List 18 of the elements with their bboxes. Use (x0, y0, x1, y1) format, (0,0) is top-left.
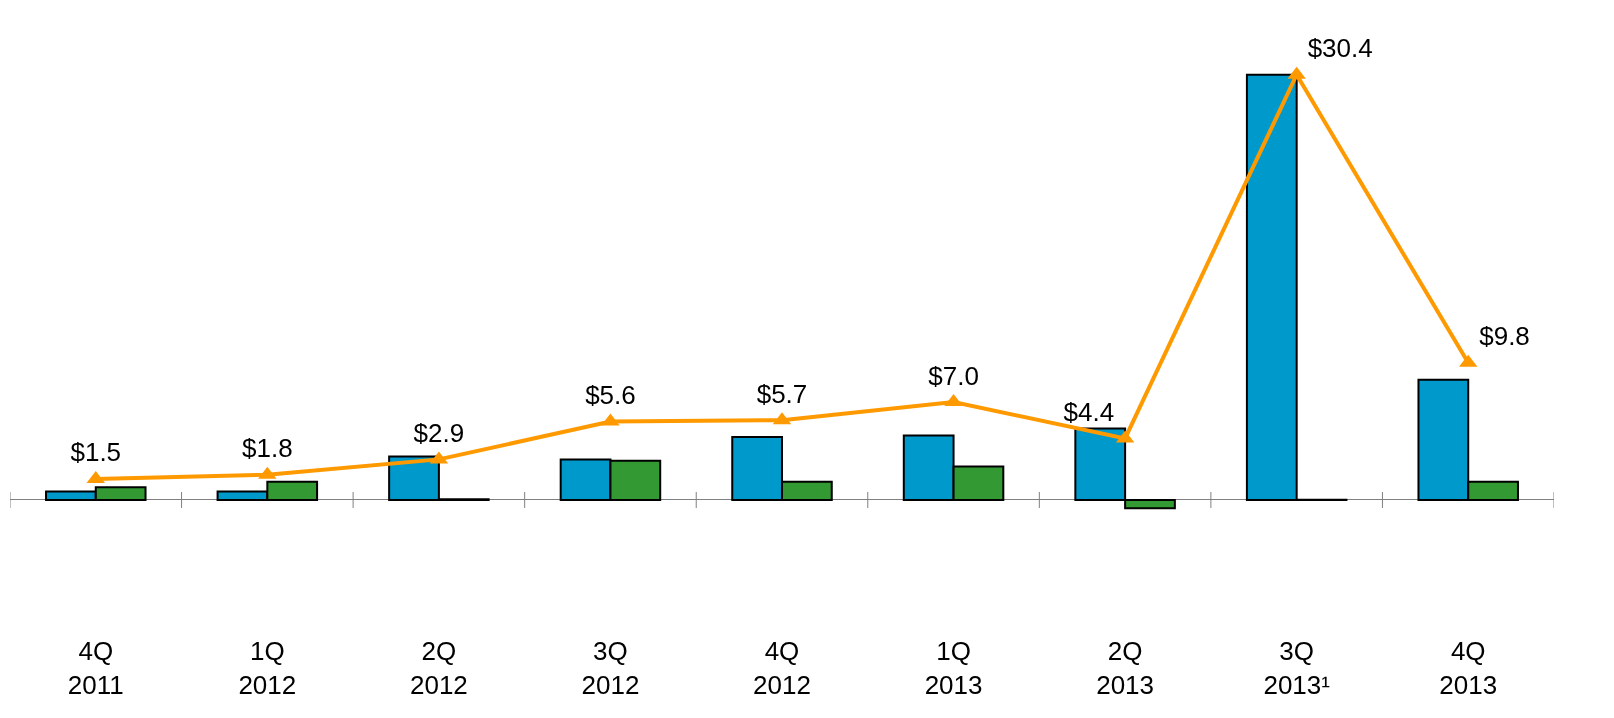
data-label: $9.8 (1479, 321, 1530, 352)
data-label: $4.4 (1063, 396, 1115, 427)
x-tick-label: 2Q 2013 (1096, 636, 1155, 700)
data-label: $7.0 (928, 360, 979, 391)
data-label: $30.4 (1307, 33, 1373, 64)
x-tick-label: 4Q 2011 (67, 636, 124, 700)
data-label: $1.8 (242, 433, 293, 464)
data-label: $1.5 (70, 437, 122, 468)
x-tick-label: 4Q 2012 (753, 636, 811, 700)
data-label: $2.9 (413, 417, 465, 448)
x-tick-label: 3Q 2013¹ (1263, 636, 1331, 700)
data-label: $5.7 (756, 378, 808, 409)
x-tick-label: 1Q 2012 (238, 636, 297, 700)
data-label: $5.6 (585, 380, 636, 411)
x-tick-label: 4Q 2013 (1439, 636, 1498, 700)
x-tick-label: 2Q 2012 (409, 636, 468, 700)
x-tick-label: 1Q 2013 (924, 636, 983, 700)
x-tick-label: 3Q 2012 (581, 636, 640, 700)
